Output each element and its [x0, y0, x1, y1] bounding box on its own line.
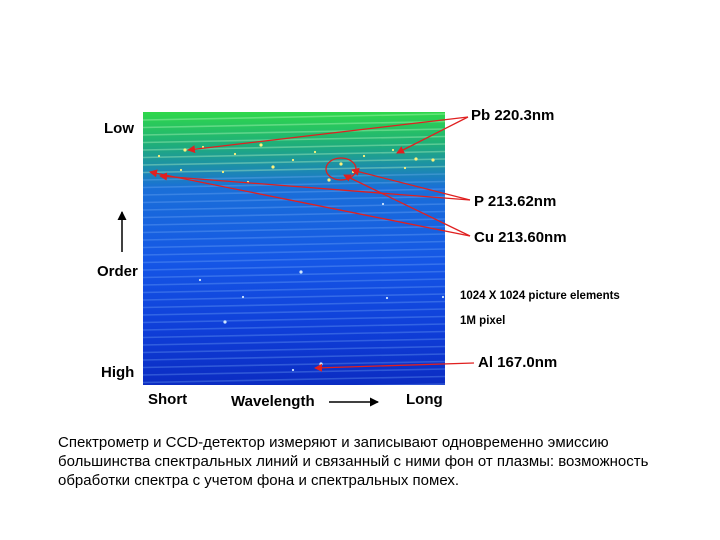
- echelle-order-stripe: [143, 270, 445, 279]
- echelle-order-stripe: [143, 195, 445, 204]
- emission-spot: [313, 150, 317, 154]
- wavelength-axis-label: Wavelength: [231, 393, 315, 410]
- echelle-order-stripe: [143, 278, 445, 286]
- emission-spot: [201, 145, 205, 149]
- echelle-order-stripe: [143, 135, 445, 144]
- caption-text: Спектрометр и CCD-детектор измеряют и за…: [58, 434, 649, 489]
- emission-spot: [441, 295, 445, 299]
- echelle-order-stripe: [143, 188, 445, 196]
- echelle-order-stripe: [143, 360, 445, 369]
- wavelength-long-label: Long: [406, 391, 443, 408]
- echelle-order-stripe: [143, 128, 445, 136]
- emission-spot: [233, 152, 237, 156]
- emission-spot: [431, 158, 435, 162]
- ccd-echelle-image: [143, 112, 445, 385]
- echelle-order-stripe: [143, 255, 445, 264]
- order-axis-label: Order: [97, 263, 138, 280]
- echelle-order-stripe: [143, 263, 445, 271]
- emission-spot: [327, 178, 331, 182]
- echelle-order-stripe: [143, 315, 445, 324]
- emission-spot: [351, 170, 355, 174]
- echelle-order-stripe: [143, 338, 445, 346]
- emission-spot: [271, 165, 275, 169]
- emission-spot: [183, 148, 187, 152]
- echelle-order-stripe: [143, 203, 445, 211]
- echelle-order-stripe: [143, 165, 445, 174]
- emission-spot: [319, 362, 323, 366]
- emission-spot: [246, 180, 250, 184]
- al-line-label: Al 167.0nm: [478, 354, 558, 371]
- echelle-order-stripe: [143, 233, 445, 241]
- pixel-count-label: 1M pixel: [460, 315, 506, 327]
- echelle-order-stripe: [143, 210, 445, 219]
- emission-spot: [391, 148, 395, 152]
- emission-spot: [414, 157, 418, 161]
- emission-spot: [151, 170, 155, 174]
- echelle-order-stripe: [143, 353, 445, 361]
- p-line-label: P 213.62nm: [474, 193, 557, 210]
- echelle-order-stripe: [143, 120, 445, 129]
- echelle-order-stripe: [143, 248, 445, 256]
- order-low-label: Low: [104, 120, 134, 137]
- emission-spot: [241, 295, 245, 299]
- echelle-order-stripe: [143, 308, 445, 316]
- emission-spot: [259, 143, 263, 147]
- emission-spot: [198, 278, 202, 282]
- wavelength-short-label: Short: [148, 391, 188, 408]
- echelle-order-stripe: [143, 375, 445, 384]
- emission-spot: [291, 158, 295, 162]
- emission-spot: [299, 270, 303, 274]
- echelle-order-stripe: [143, 180, 445, 189]
- cu-line-label: Cu 213.60nm: [474, 229, 567, 246]
- echelle-order-stripe: [143, 240, 445, 249]
- echelle-order-stripe: [143, 150, 445, 159]
- echelle-order-stripe: [143, 285, 445, 294]
- emission-spot: [339, 162, 343, 166]
- order-high-label: High: [101, 364, 135, 381]
- emission-spot: [221, 170, 225, 174]
- echelle-order-stripe: [143, 300, 445, 309]
- echelle-order-stripe: [143, 293, 445, 301]
- echelle-order-stripe: [143, 225, 445, 234]
- echelle-orders: [143, 113, 445, 385]
- echelle-order-stripe: [143, 330, 445, 339]
- echelle-order-stripe: [143, 323, 445, 331]
- echelle-order-stripe: [143, 158, 445, 166]
- emission-spot: [362, 154, 366, 158]
- emission-spot: [179, 168, 183, 172]
- echelle-order-stripe: [143, 368, 445, 376]
- echelle-order-stripe: [354, 383, 445, 385]
- emission-spot: [385, 296, 389, 300]
- emission-spot: [157, 154, 161, 158]
- emission-spot: [381, 202, 385, 206]
- echelle-order-stripe: [143, 173, 445, 181]
- echelle-order-stripe: [143, 345, 445, 354]
- resolution-label: 1024 X 1024 picture elements: [460, 290, 620, 302]
- emission-spot: [291, 368, 295, 372]
- echelle-order-stripe: [143, 218, 445, 226]
- echelle-order-stripe: [143, 113, 445, 121]
- pb-line-label: Pb 220.3nm: [471, 107, 555, 124]
- emission-spot: [403, 166, 407, 170]
- emission-spot: [223, 320, 227, 324]
- echelle-order-stripe: [143, 143, 445, 151]
